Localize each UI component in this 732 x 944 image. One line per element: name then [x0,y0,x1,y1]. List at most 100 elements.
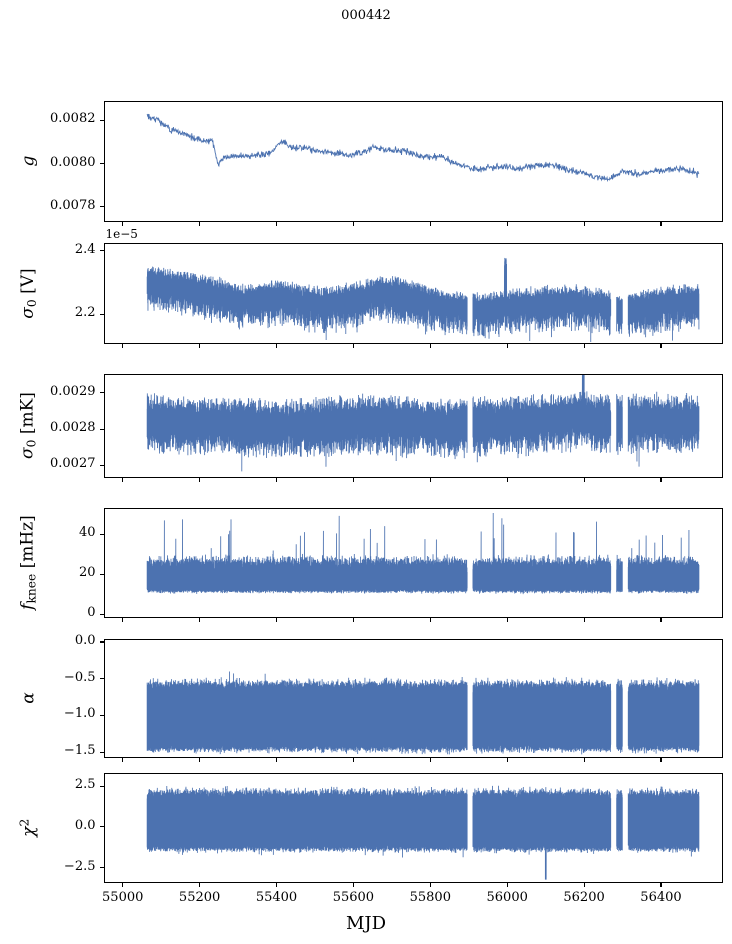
y-tick-label-chi-squared: 0.0 [74,817,96,833]
plot-panel-alpha [103,639,723,758]
y-tick-label-chi-squared: −2.5 [63,858,96,874]
x-tick-mark [122,344,124,348]
plot-panel-gain [103,101,723,222]
x-tick-mark [660,344,662,348]
data-trace-sigma0-volts [146,257,699,343]
y-tick-label-gain: 0.0078 [50,197,96,213]
x-tick-mark [506,344,508,348]
x-tick-label: 55200 [178,890,221,905]
y-tick-label-alpha: −0.5 [63,669,96,685]
x-tick-mark [660,478,662,482]
x-tick-mark [506,478,508,482]
y-tick-label-sigma0-millikelvin: 0.0027 [50,456,96,472]
y-tick-label-gain: 0.0082 [50,111,96,127]
y-tick-label-fknee: 40 [78,525,96,540]
y-tick-mark [100,714,104,716]
y-tick-mark [100,392,104,394]
x-tick-mark [660,618,662,622]
data-trace-chi-squared [146,785,699,880]
x-tick-mark [276,618,278,622]
y-axis-offset-text-sigma0-volts: 1e−5 [105,227,138,241]
y-tick-mark [100,867,104,869]
x-tick-mark [583,478,585,482]
y-tick-mark [100,785,104,787]
x-tick-mark [276,478,278,482]
y-tick-mark [100,751,104,753]
y-tick-mark [100,464,104,466]
y-tick-label-sigma0-millikelvin: 0.0028 [50,420,96,436]
x-tick-mark [199,758,201,762]
x-tick-label: 56200 [563,890,605,905]
x-tick-mark [583,344,585,348]
x-tick-mark [352,618,354,622]
x-tick-mark [429,222,431,226]
y-tick-mark [100,119,104,122]
x-tick-mark [199,222,201,226]
x-tick-mark [276,883,278,887]
x-tick-label: 56000 [486,890,528,905]
x-tick-mark [199,618,201,622]
x-tick-label: 56400 [640,890,682,905]
x-tick-mark [352,478,354,482]
y-tick-label-sigma0-millikelvin: 0.0029 [50,383,96,399]
y-tick-mark [100,641,104,643]
x-tick-mark [429,478,431,482]
x-tick-mark [429,883,431,887]
y-tick-label-chi-squared: 2.5 [74,777,96,793]
data-trace-fknee [146,513,699,595]
x-tick-mark [429,344,431,348]
x-tick-mark [276,758,278,762]
plot-panel-sigma0-millikelvin [103,374,723,478]
y-tick-label-gain: 0.0080 [50,154,96,170]
x-tick-mark [583,618,585,622]
x-tick-mark [660,883,662,887]
x-tick-mark [276,344,278,348]
figure-title: 000442 [341,8,391,23]
y-tick-mark [100,573,104,575]
x-tick-mark [122,883,124,887]
y-tick-mark [100,826,104,828]
x-tick-mark [583,222,585,226]
x-tick-label: 55600 [332,890,375,905]
y-axis-label-chi-squared: χ2 [17,818,39,837]
y-tick-mark [100,678,104,680]
x-tick-mark [660,222,662,226]
y-tick-mark [100,313,104,315]
x-tick-mark [429,758,431,762]
x-tick-mark [122,478,124,482]
x-tick-label: 55000 [102,890,144,905]
x-tick-mark [352,883,354,887]
y-tick-label-alpha: −1.5 [63,743,96,759]
y-tick-label-sigma0-volts: 2.2 [74,305,96,321]
x-tick-mark [583,758,585,762]
x-tick-mark [583,883,585,887]
x-tick-mark [429,618,431,622]
x-axis-label: MJD [345,913,387,934]
y-tick-label-sigma0-volts: 2.4 [74,241,96,257]
data-trace-sigma0-millikelvin [146,375,699,472]
x-tick-mark [199,478,201,482]
x-tick-mark [506,618,508,622]
y-tick-label-fknee: 0 [87,605,96,620]
x-tick-label: 55800 [409,890,451,905]
y-tick-label-alpha: 0.0 [74,632,96,648]
y-tick-mark [100,428,104,430]
y-tick-label-alpha: −1.0 [63,706,96,722]
y-tick-mark [100,250,104,252]
data-trace-alpha [146,671,699,755]
plot-panel-fknee [103,508,723,618]
x-tick-mark [199,344,201,348]
y-tick-mark [100,163,104,165]
data-trace-gain [146,113,699,183]
plot-panel-chi-squared [103,773,723,883]
plot-panel-sigma0-volts [103,243,723,344]
x-tick-mark [352,758,354,762]
y-tick-mark [100,533,104,535]
x-tick-mark [199,883,201,887]
x-tick-mark [122,618,124,622]
x-tick-mark [506,758,508,762]
x-tick-mark [506,883,508,887]
x-tick-mark [352,222,354,226]
y-tick-mark [100,613,104,615]
